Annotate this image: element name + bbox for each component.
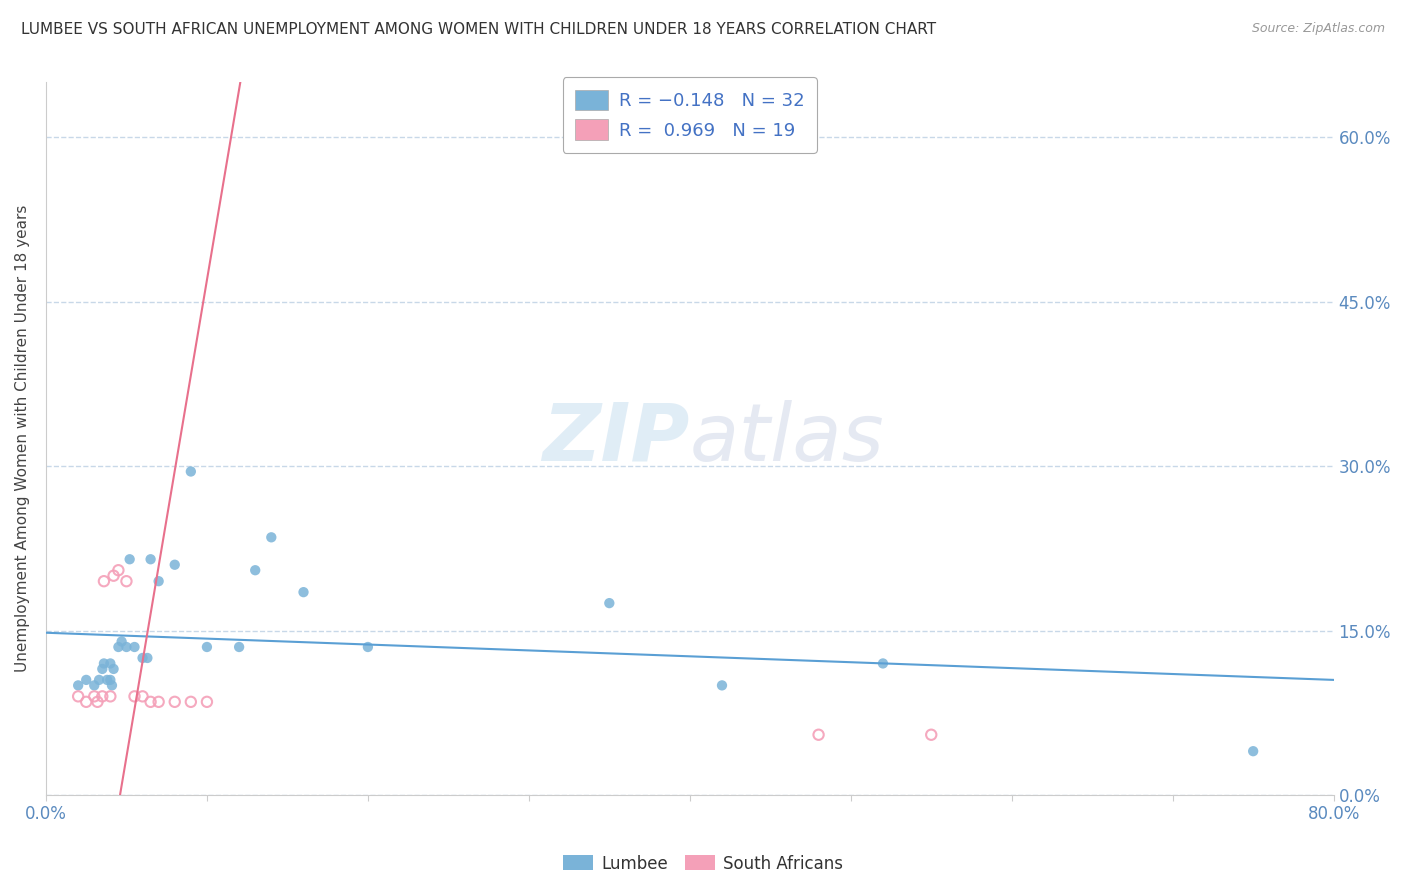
Text: ZIP: ZIP	[543, 400, 690, 477]
Point	[180, 465, 202, 479]
Point	[872, 657, 894, 671]
Point	[98, 673, 121, 687]
Point	[260, 530, 283, 544]
Point	[115, 640, 138, 654]
Text: Source: ZipAtlas.com: Source: ZipAtlas.com	[1251, 22, 1385, 36]
Point	[103, 568, 125, 582]
Point	[87, 673, 110, 687]
Point	[920, 728, 942, 742]
Point	[1241, 744, 1264, 758]
Point	[711, 678, 734, 692]
Point	[93, 574, 115, 589]
Point	[148, 695, 170, 709]
Point	[124, 690, 146, 704]
Legend: Lumbee, South Africans: Lumbee, South Africans	[557, 848, 849, 880]
Point	[75, 695, 97, 709]
Y-axis label: Unemployment Among Women with Children Under 18 years: Unemployment Among Women with Children U…	[15, 205, 30, 673]
Point	[91, 662, 114, 676]
Point	[86, 695, 108, 709]
Legend: R = −0.148   N = 32, R =  0.969   N = 19: R = −0.148 N = 32, R = 0.969 N = 19	[562, 77, 817, 153]
Point	[136, 651, 159, 665]
Point	[357, 640, 380, 654]
Point	[195, 640, 218, 654]
Point	[91, 690, 114, 704]
Point	[103, 662, 125, 676]
Point	[67, 690, 90, 704]
Point	[195, 695, 218, 709]
Point	[83, 690, 105, 704]
Point	[98, 657, 121, 671]
Point	[139, 552, 162, 566]
Point	[598, 596, 620, 610]
Point	[115, 574, 138, 589]
Point	[83, 678, 105, 692]
Point	[107, 563, 129, 577]
Point	[93, 657, 115, 671]
Point	[292, 585, 315, 599]
Point	[124, 640, 146, 654]
Point	[96, 673, 118, 687]
Point	[98, 690, 121, 704]
Point	[245, 563, 267, 577]
Point	[131, 690, 153, 704]
Text: LUMBEE VS SOUTH AFRICAN UNEMPLOYMENT AMONG WOMEN WITH CHILDREN UNDER 18 YEARS CO: LUMBEE VS SOUTH AFRICAN UNEMPLOYMENT AMO…	[21, 22, 936, 37]
Point	[228, 640, 250, 654]
Point	[75, 673, 97, 687]
Point	[139, 695, 162, 709]
Point	[807, 728, 830, 742]
Point	[163, 695, 186, 709]
Point	[67, 678, 90, 692]
Point	[107, 640, 129, 654]
Point	[118, 552, 141, 566]
Point	[180, 695, 202, 709]
Text: atlas: atlas	[690, 400, 884, 477]
Point	[101, 678, 124, 692]
Point	[111, 634, 134, 648]
Point	[163, 558, 186, 572]
Point	[131, 651, 153, 665]
Point	[148, 574, 170, 589]
